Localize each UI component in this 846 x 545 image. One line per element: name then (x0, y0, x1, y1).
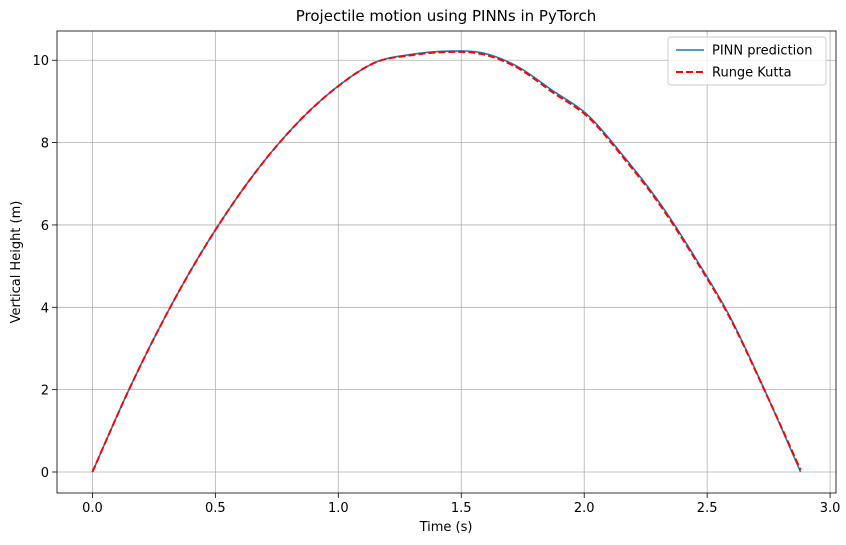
y-tick-label: 2 (41, 384, 49, 399)
plot-background (57, 31, 836, 493)
x-tick-label: 2.0 (574, 501, 595, 516)
ticks: 0.0 0.5 1.0 1.5 2.0 2.5 3.0 0 2 4 6 8 10 (32, 54, 840, 516)
y-tick-label: 4 (41, 301, 49, 316)
x-tick-label: 1.0 (328, 501, 349, 516)
x-tick-label: 0.0 (82, 501, 103, 516)
y-tick-label: 8 (41, 137, 49, 152)
plot-area: 0.0 0.5 1.0 1.5 2.0 2.5 3.0 0 2 4 6 8 10 (32, 30, 840, 516)
y-axis-label: Vertical Height (m) (9, 201, 24, 324)
legend: PINN prediction Runge Kutta (667, 36, 827, 86)
chart-title: Projectile motion using PINNs in PyTorch (296, 7, 596, 25)
y-tick-label: 10 (32, 54, 49, 69)
x-tick-label: 0.5 (205, 501, 226, 516)
grid (57, 31, 836, 493)
x-axis-label: Time (s) (419, 520, 473, 535)
y-tick-label: 0 (41, 466, 49, 481)
x-tick-label: 3.0 (820, 501, 841, 516)
legend-label: PINN prediction (712, 44, 812, 59)
legend-label: Runge Kutta (712, 66, 792, 81)
x-tick-label: 1.5 (451, 501, 472, 516)
legend-box (667, 36, 827, 86)
x-tick-label: 2.5 (697, 501, 718, 516)
series-line-runge-kutta (91, 50, 802, 473)
y-tick-label: 6 (41, 219, 49, 234)
plot-frame (56, 30, 837, 494)
series-layer (91, 50, 802, 473)
